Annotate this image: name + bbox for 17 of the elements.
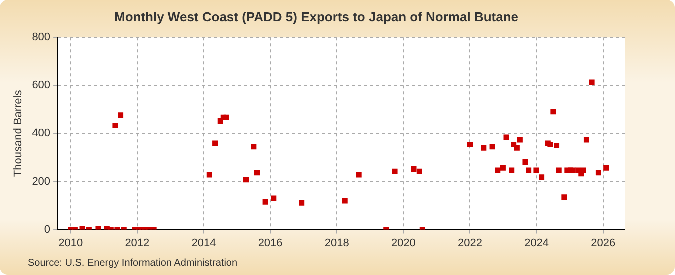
chart-title: Monthly West Coast (PADD 5) Exports to Japan of Normal Butane xyxy=(114,9,519,24)
y-tick-label: 600 xyxy=(32,80,51,92)
x-tick-label: 2024 xyxy=(524,237,550,250)
x-tick-label: 2016 xyxy=(258,237,283,250)
x-tick-label: 2010 xyxy=(58,237,84,250)
x-tick-label: 2026 xyxy=(591,237,616,250)
x-tick-label: 2020 xyxy=(391,237,416,250)
x-tick-label: 2012 xyxy=(125,237,150,250)
source-note: Source: U.S. Energy Information Administration xyxy=(28,258,238,269)
y-tick-label: 800 xyxy=(32,32,51,44)
y-tick-label: 400 xyxy=(32,128,51,140)
y-tick-label: 200 xyxy=(32,176,51,188)
y-tick-label: 0 xyxy=(44,224,51,236)
x-tick-label: 2014 xyxy=(192,237,216,250)
y-axis-title: Thousand Barrels xyxy=(12,90,25,178)
x-tick-label: 2018 xyxy=(324,237,350,250)
x-tick-label: 2022 xyxy=(458,237,482,250)
